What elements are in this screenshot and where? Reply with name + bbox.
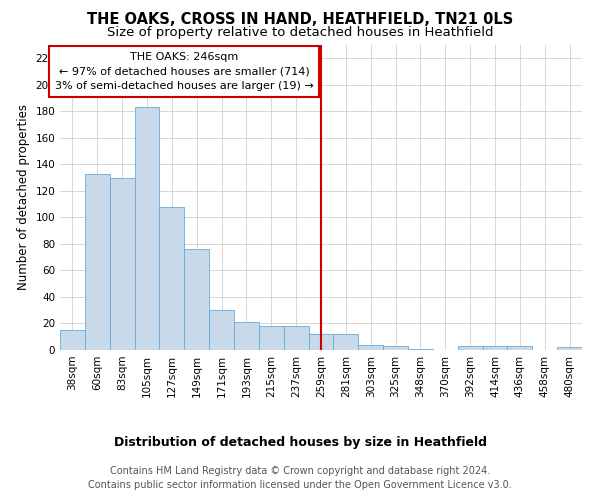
Bar [110,178,134,350]
Bar [234,322,259,350]
Bar [458,346,482,350]
Bar [358,344,383,350]
Bar [184,249,209,350]
Bar [308,334,334,350]
Text: Contains HM Land Registry data © Crown copyright and database right 2024.
Contai: Contains HM Land Registry data © Crown c… [88,466,512,490]
Bar [482,346,508,350]
Bar [334,334,358,350]
Bar [160,207,184,350]
Bar [60,330,85,350]
Text: THE OAKS: 246sqm
← 97% of detached houses are smaller (714)
3% of semi-detached : THE OAKS: 246sqm ← 97% of detached house… [55,52,314,91]
Bar [284,326,308,350]
Bar [259,326,284,350]
Bar [508,346,532,350]
Text: Distribution of detached houses by size in Heathfield: Distribution of detached houses by size … [113,436,487,449]
Bar [557,348,582,350]
Bar [134,108,160,350]
Bar [85,174,110,350]
Bar [209,310,234,350]
Bar [383,346,408,350]
Text: THE OAKS, CROSS IN HAND, HEATHFIELD, TN21 0LS: THE OAKS, CROSS IN HAND, HEATHFIELD, TN2… [87,12,513,28]
Text: Size of property relative to detached houses in Heathfield: Size of property relative to detached ho… [107,26,493,39]
Bar [408,348,433,350]
Y-axis label: Number of detached properties: Number of detached properties [17,104,30,290]
